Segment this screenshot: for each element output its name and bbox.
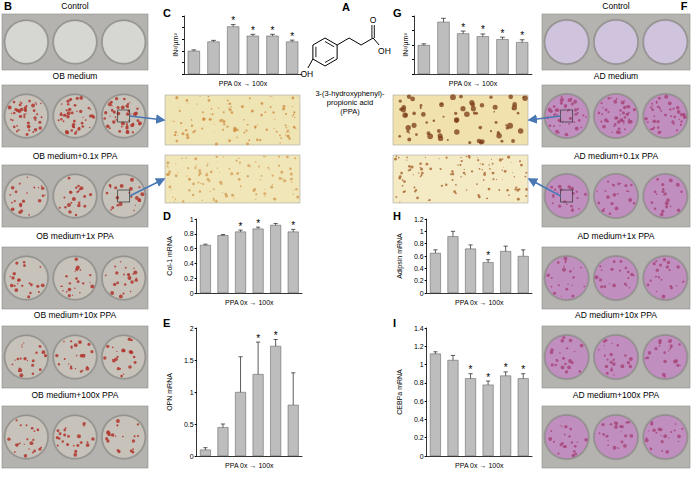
svg-text:Control: Control <box>61 1 89 11</box>
svg-text:OPN mRNA: OPN mRNA <box>166 373 173 411</box>
svg-text:Col-1 mRNA: Col-1 mRNA <box>166 236 173 276</box>
svg-text:1: 1 <box>420 228 424 235</box>
svg-text:1.5: 1.5 <box>184 357 194 364</box>
svg-text:0: 0 <box>420 290 424 297</box>
svg-text:O: O <box>370 15 377 25</box>
svg-text:0: 0 <box>420 453 424 460</box>
svg-text:*: * <box>501 28 505 39</box>
svg-text:0.4: 0.4 <box>184 260 194 267</box>
svg-text:*: * <box>486 250 490 261</box>
svg-text:OB medium: OB medium <box>53 71 98 81</box>
svg-text:3-(3-hydroxyphenyl)-: 3-(3-hydroxyphenyl)- <box>315 89 385 98</box>
svg-text:*: * <box>256 333 260 344</box>
svg-text:*: * <box>520 30 524 41</box>
svg-text:*: * <box>461 22 465 33</box>
svg-text:1.2: 1.2 <box>414 343 424 350</box>
svg-text:OB medium+10x PPA: OB medium+10x PPA <box>34 310 117 320</box>
svg-text:*: * <box>290 31 294 42</box>
svg-text:*: * <box>231 15 235 26</box>
svg-text:C: C <box>163 7 171 19</box>
svg-text:G: G <box>393 7 402 19</box>
svg-text:H: H <box>393 210 401 222</box>
svg-text:0: 0 <box>190 290 194 297</box>
svg-text:*: * <box>469 364 473 375</box>
svg-text:propionic acid: propionic acid <box>327 98 373 107</box>
svg-text:D: D <box>163 210 171 222</box>
svg-text:1: 1 <box>190 216 194 223</box>
svg-text:AD medium+10x PPA: AD medium+10x PPA <box>575 310 657 320</box>
svg-text:*: * <box>271 25 275 36</box>
svg-text:1: 1 <box>190 389 194 396</box>
svg-text:B: B <box>4 0 12 12</box>
svg-text:0.6: 0.6 <box>184 245 194 252</box>
svg-text:0.2: 0.2 <box>414 277 424 284</box>
svg-text:1: 1 <box>420 361 424 368</box>
svg-text:AD medium+0.1x PPA: AD medium+0.1x PPA <box>574 151 659 161</box>
svg-text:F: F <box>681 0 688 12</box>
svg-text:0.5: 0.5 <box>184 421 194 428</box>
svg-text:IN²/µm²: IN²/µm² <box>402 33 410 57</box>
svg-text:2: 2 <box>190 325 194 332</box>
svg-text:*: * <box>239 221 243 232</box>
svg-text:PPA 0x → 100x: PPA 0x → 100x <box>225 299 274 306</box>
svg-text:*: * <box>521 364 525 375</box>
svg-text:AD medium+100x PPA: AD medium+100x PPA <box>573 390 660 400</box>
svg-text:0.2: 0.2 <box>414 434 424 441</box>
svg-text:*: * <box>504 362 508 373</box>
svg-text:0.6: 0.6 <box>414 398 424 405</box>
svg-text:OB medium+0.1x PPA: OB medium+0.1x PPA <box>33 151 118 161</box>
svg-text:0.8: 0.8 <box>184 230 194 237</box>
svg-text:IN²/µm²: IN²/µm² <box>172 33 180 57</box>
svg-text:*: * <box>251 25 255 36</box>
svg-text:(PPA): (PPA) <box>340 107 360 116</box>
svg-text:E: E <box>163 317 170 329</box>
svg-text:A: A <box>342 1 350 13</box>
svg-text:0.4: 0.4 <box>414 265 424 272</box>
svg-text:OB medium+100x PPA: OB medium+100x PPA <box>31 390 118 400</box>
svg-text:0.8: 0.8 <box>414 240 424 247</box>
svg-text:0.6: 0.6 <box>414 253 424 260</box>
svg-text:*: * <box>274 214 278 225</box>
svg-text:Control: Control <box>602 1 630 11</box>
svg-text:1.4: 1.4 <box>414 325 424 332</box>
svg-text:OB medium+1x PPA: OB medium+1x PPA <box>36 231 114 241</box>
svg-text:0.4: 0.4 <box>414 416 424 423</box>
svg-text:*: * <box>256 218 260 229</box>
svg-text:OH: OH <box>378 46 391 56</box>
svg-text:PPA 0x → 100x: PPA 0x → 100x <box>455 462 504 469</box>
svg-text:*: * <box>481 24 485 35</box>
svg-text:PPA 0x → 100x: PPA 0x → 100x <box>455 299 504 306</box>
svg-text:0.8: 0.8 <box>414 379 424 386</box>
svg-text:*: * <box>291 220 295 231</box>
svg-text:1.2: 1.2 <box>414 216 424 223</box>
svg-text:PPA 0x → 100x: PPA 0x → 100x <box>219 80 268 87</box>
svg-text:CEBPa mRNA: CEBPa mRNA <box>396 369 403 415</box>
svg-text:*: * <box>274 330 278 341</box>
svg-text:PPA 0x → 100x: PPA 0x → 100x <box>449 80 498 87</box>
svg-text:AD medium: AD medium <box>594 71 638 81</box>
svg-text:*: * <box>486 372 490 383</box>
svg-text:OH: OH <box>301 69 314 79</box>
svg-text:PPA 0x → 100x: PPA 0x → 100x <box>225 462 274 469</box>
svg-text:Adipsin mRNA: Adipsin mRNA <box>396 233 404 279</box>
svg-text:0: 0 <box>190 453 194 460</box>
svg-text:AD medium+1x PPA: AD medium+1x PPA <box>577 231 654 241</box>
svg-text:I: I <box>393 317 396 329</box>
svg-text:0.2: 0.2 <box>184 275 194 282</box>
